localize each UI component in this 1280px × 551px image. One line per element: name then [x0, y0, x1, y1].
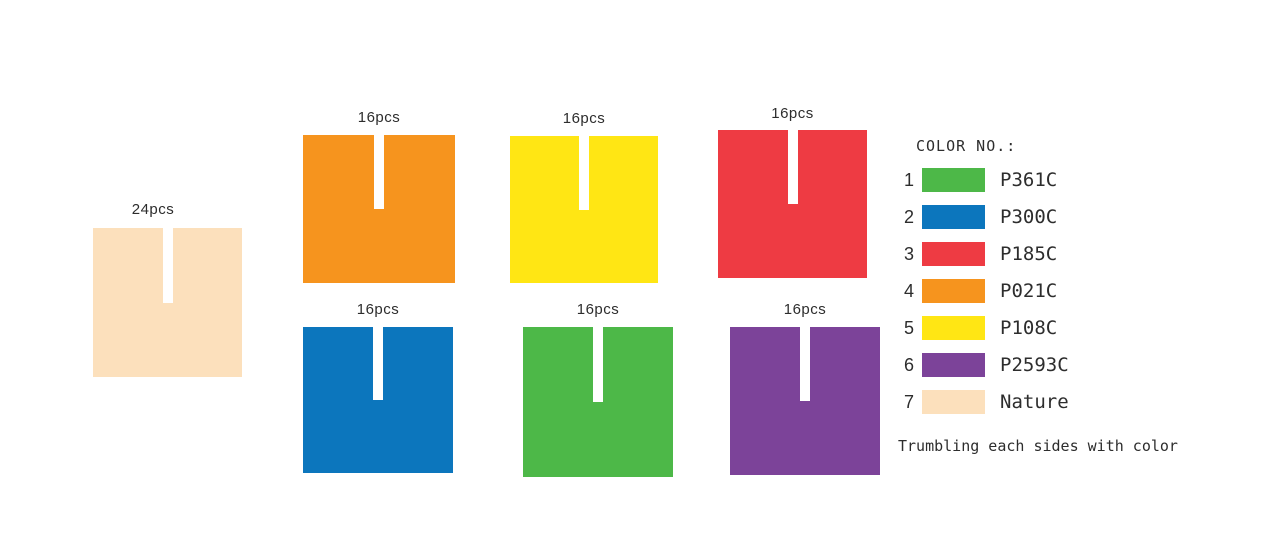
slot-notch [162, 228, 173, 303]
legend-color-code: P300C [1000, 206, 1058, 228]
slot-notch [787, 130, 798, 204]
legend-color-code: P108C [1000, 317, 1058, 339]
legend-row-blue: 2 P300C [898, 205, 1208, 229]
legend-title: COLOR NO.: [916, 137, 1017, 155]
slot-notch [800, 327, 810, 401]
legend-row-purple: 6 P2593C [898, 353, 1208, 377]
legend-row-number: 6 [904, 354, 915, 375]
legend-row-number: 7 [904, 391, 915, 412]
legend-footer-note: Trumbling each sides with color [898, 437, 1178, 455]
legend-color-code: P361C [1000, 169, 1058, 191]
legend-row-number: 3 [904, 243, 915, 264]
slot-notch [373, 327, 383, 400]
piece-count-label-blue: 16pcs [356, 301, 400, 318]
legend-row-nature: 7 Nature [898, 390, 1208, 414]
slot-notch [374, 135, 384, 209]
legend-swatch-blue [922, 205, 985, 229]
piece-square-yellow [510, 136, 658, 283]
legend-swatch-orange [922, 279, 985, 303]
legend-row-green: 1 P361C [898, 168, 1208, 192]
legend-color-code: P021C [1000, 280, 1058, 302]
legend-row-number: 4 [904, 280, 915, 301]
piece-count-label-red: 16pcs [771, 105, 814, 122]
piece-count-label-yellow: 16pcs [562, 110, 606, 127]
color-legend: COLOR NO.: 1 P361C 2 P300C 3 P185C 4 P02… [898, 138, 1208, 455]
legend-swatch-red [922, 242, 985, 266]
legend-row-number: 5 [904, 317, 915, 338]
legend-row-number: 2 [904, 206, 915, 227]
legend-color-code: P185C [1000, 243, 1058, 265]
piece-square-red [718, 130, 867, 278]
piece-count-label-nature: 24pcs [131, 201, 175, 218]
piece-square-nature [93, 228, 242, 377]
piece-square-orange [303, 135, 455, 283]
legend-row-number: 1 [904, 169, 915, 190]
legend-color-code: P2593C [1000, 354, 1069, 376]
slot-notch [579, 136, 589, 210]
slot-notch [593, 327, 603, 402]
legend-color-code: Nature [1000, 391, 1069, 413]
piece-square-green [523, 327, 673, 477]
legend-swatch-purple [922, 353, 985, 377]
piece-count-label-orange: 16pcs [357, 109, 401, 126]
legend-swatch-yellow [922, 316, 985, 340]
legend-row-orange: 4 P021C [898, 279, 1208, 303]
legend-swatch-nature [922, 390, 985, 414]
legend-row-red: 3 P185C [898, 242, 1208, 266]
piece-count-label-purple: 16pcs [783, 301, 827, 318]
legend-swatch-green [922, 168, 985, 192]
legend-row-yellow: 5 P108C [898, 316, 1208, 340]
piece-square-blue [303, 327, 453, 473]
piece-count-label-green: 16pcs [576, 301, 620, 318]
piece-square-purple [730, 327, 880, 475]
